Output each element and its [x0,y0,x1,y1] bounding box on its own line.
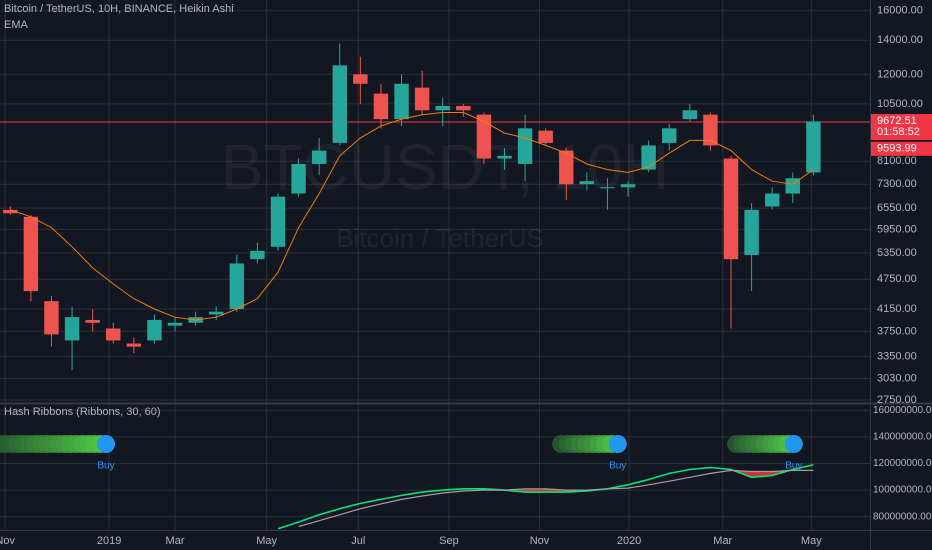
y-tick-label: 4750.00 [877,273,917,285]
candle-body [517,128,533,164]
candle-body [723,158,739,260]
candle-body [682,110,698,120]
plot: Buy Buy Buy [0,43,870,530]
candle-body [559,150,574,185]
axes: 16000.00 14000.00 12000.00 10500.00 8100.00 7… [0,5,932,547]
candle-body [64,317,80,341]
y-tick-label: 5950.00 [877,223,917,235]
signal-dot-buy [608,435,627,453]
signal-group: Buy [552,435,627,472]
candle-body [764,193,780,207]
indicator-label: EMA [4,19,29,31]
candle-body [497,155,512,159]
candle-body [23,216,39,292]
countdown-label: 01:58:52 [877,126,920,138]
y-tick-label: 8100.00 [877,155,917,167]
y-tick-label: 14000.00 [877,34,923,46]
y-tick-label: 5350.00 [877,247,917,259]
candle-body [476,114,492,159]
y2-tick-label: 80000000.00 [873,511,932,522]
candle-body [250,250,265,260]
y-tick-label: 3750.00 [877,325,917,337]
y-tick-label: 3350.00 [877,350,917,362]
y2-tick-label: 120000000.00 [873,458,932,469]
candle-body [456,105,471,111]
x-tick-label: May [801,535,822,547]
signal-group: Buy [727,435,803,472]
candle-body [641,145,656,170]
ribbon-fill [525,488,546,493]
candle-body [579,181,595,185]
candle-body [373,93,389,120]
candle-body [394,83,409,120]
y-tick-label: 3030.00 [877,372,917,384]
x-tick-label: Mar [713,535,732,547]
ribbon-line [298,469,814,528]
candle-body [270,196,286,247]
x-tick-label: Nov [0,535,15,547]
x-tick-label: Sep [439,535,459,547]
candle-body [414,87,430,111]
y-tick-label: 2750.00 [877,394,917,406]
candle-body [291,163,306,194]
signal-label: Buy [609,461,626,472]
candle-body [3,209,18,214]
x-tick-label: 2019 [97,535,121,547]
x-tick-label: Nov [530,535,550,547]
candle-body [600,187,615,189]
candle-body [806,121,821,173]
candle-body [703,114,718,146]
candle-body [620,184,636,188]
y-tick-label: 16000.00 [877,5,923,17]
y-tick-label: 10500.00 [877,98,923,110]
x-tick-label: Mar [166,535,185,547]
candle-body [332,65,347,143]
signal-dot-buy [784,435,803,453]
candle-body [311,150,327,164]
candle-body [353,74,368,84]
candle-body [85,319,100,323]
price-label-bg [871,114,932,141]
ema-line [10,112,814,321]
signal-group: Buy [0,435,116,472]
signal-dot-buy [97,435,116,453]
watermark-symbol: BTCUSDT, 10H [221,131,669,203]
second-price-label: 9593.99 [877,143,917,155]
signal-label: Buy [97,461,114,472]
chart-title: Bitcoin / TetherUS, 10H, BINANCE, Heikin… [4,3,234,15]
candle-body [538,130,553,143]
grid [0,0,870,530]
y-tick-label: 6550.00 [877,202,917,214]
second-price-bg [871,141,932,156]
candle-body [44,301,59,335]
x-tick-label: Jul [351,535,365,547]
watermark-name: Bitcoin / TetherUS [336,223,544,253]
candle-body [744,209,759,255]
candle-body [662,128,677,143]
candle-body [126,343,142,347]
y2-tick-label: 100000000.00 [873,485,932,496]
x-tick-label: May [256,535,277,547]
candle-body [209,311,224,315]
ribbon-line [277,464,814,530]
x-tick-label: 2020 [617,535,641,547]
candle-body [106,328,121,341]
y-tick-label: 12000.00 [877,68,923,80]
candle-body [435,105,450,111]
candle-body [229,263,245,310]
indicator-title: Hash Ribbons (Ribbons, 30, 60) [4,406,161,418]
y2-tick-label: 160000000.00 [873,405,932,416]
y-tick-label: 4150.00 [877,303,917,315]
candle-body [147,319,162,341]
y-tick-label: 7300.00 [877,178,917,190]
last-price-label: 9672.51 [877,115,917,127]
y2-tick-label: 140000000.00 [873,432,932,443]
signal-label: Buy [785,461,802,472]
candle-body [167,322,183,326]
